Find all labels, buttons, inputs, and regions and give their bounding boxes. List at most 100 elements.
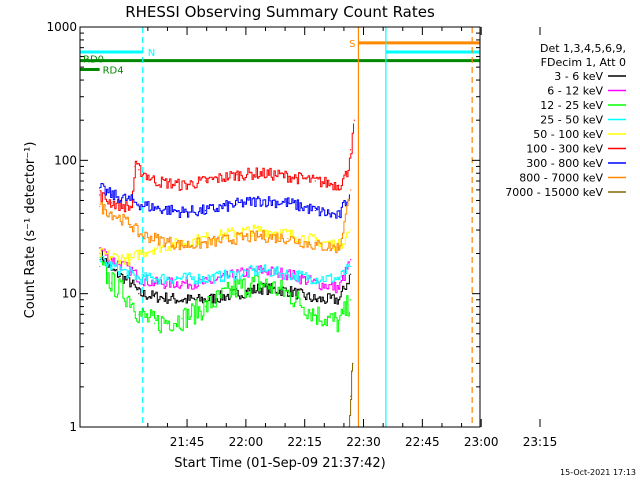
point-800-7000-kev-5 (181, 244, 183, 247)
point-100-300-kev-11 (314, 180, 316, 182)
point-100-300-kev-5 (153, 180, 156, 182)
point-25-50-kev-10 (314, 277, 316, 280)
point-25-50-kev-9 (287, 273, 289, 275)
legend-label-3-6-kev: 3 - 6 keV (554, 70, 603, 83)
point-800-7000-kev-10 (314, 244, 316, 247)
point-25-50-kev-8 (259, 269, 261, 271)
point-25-50-kev-7 (236, 273, 238, 275)
point-25-50-kev-1 (110, 265, 112, 268)
point-50-100-kev-9 (287, 233, 289, 235)
point-300-800-kev-3 (138, 203, 140, 205)
point-6-12-kev-12 (349, 259, 352, 261)
chart-title: RHESSI Observing Summary Count Rates (125, 3, 435, 21)
point-50-100-kev-2 (130, 259, 132, 261)
footer-timestamp: 15-Oct-2021 17:13 (560, 468, 636, 477)
y-axis-ticks: 1 10 100 1000 (46, 20, 480, 434)
point-12-25-kev-10 (314, 313, 316, 315)
point-800-7000-kev-12 (349, 189, 352, 191)
point-50-100-kev-4 (153, 247, 156, 249)
point-25-50-kev-11 (338, 277, 340, 280)
x-tick-label-0: 21:45 (170, 435, 205, 449)
x-tick-label-2: 22:15 (287, 435, 322, 449)
point-800-7000-kev-4 (153, 237, 156, 239)
point-100-300-kev-10 (287, 175, 289, 177)
series-group (99, 119, 356, 428)
point-300-800-kev-5 (181, 211, 183, 213)
legend: Det 1,3,4,5,6,9, FDecim 1, Att 0 3 - 6 k… (505, 42, 626, 199)
point-800-7000-kev-8 (259, 235, 261, 237)
point-12-25-kev-11 (338, 322, 340, 324)
point-50-100-kev-12 (349, 229, 352, 231)
series-25-50-kev (99, 255, 352, 285)
point-3-6-kev-5 (181, 299, 183, 301)
plot-frame (79, 26, 481, 428)
point-12-25-kev-2 (130, 299, 132, 301)
point-7000-15000-kev-2 (351, 371, 353, 373)
point-25-50-kev-2 (130, 273, 132, 275)
point-50-100-kev-3 (138, 252, 140, 255)
point-100-300-kev-3 (134, 165, 136, 168)
point-100-300-kev-9 (259, 172, 261, 174)
series-line-100-300-kev (99, 123, 354, 213)
legend-label-100-300-kev: 100 - 300 keV (526, 143, 603, 156)
point-6-12-kev-0 (99, 247, 101, 249)
point-12-25-kev-5 (181, 318, 183, 320)
point-50-100-kev-6 (204, 237, 207, 239)
legend-title-line-2: FDecim 1, Att 0 (541, 56, 626, 69)
point-100-300-kev-12 (338, 184, 340, 186)
point-50-100-kev-0 (99, 252, 101, 255)
point-300-800-kev-8 (259, 199, 261, 202)
point-12-25-kev-8 (259, 282, 261, 284)
flag-bars (80, 41, 480, 72)
legend-label-6-12-kev: 6 - 12 keV (547, 85, 603, 98)
legend-label-25-50-kev: 25 - 50 keV (540, 114, 603, 127)
point-12-25-kev-0 (99, 265, 101, 268)
series-line-300-800-kev (99, 183, 350, 219)
y-tick-label-1: 10 (62, 287, 77, 301)
point-12-25-kev-9 (287, 293, 289, 295)
legend-label-800-7000-kev: 800 - 7000 keV (519, 172, 603, 185)
point-12-25-kev-4 (153, 322, 156, 324)
point-100-300-kev-6 (181, 184, 183, 186)
point-100-300-kev-15 (353, 119, 356, 121)
flag-label-n: N (148, 48, 155, 59)
legend-title-line-1: Det 1,3,4,5,6,9, (540, 42, 626, 55)
series-line-12-25-kev (99, 257, 350, 334)
point-50-100-kev-8 (259, 229, 261, 231)
point-12-25-kev-1 (110, 282, 112, 284)
series-line-7000-15000-kev (348, 363, 353, 428)
point-6-12-kev-6 (204, 282, 207, 284)
point-800-7000-kev-2 (130, 223, 132, 226)
x-tick-label-1: 22:00 (229, 435, 264, 449)
point-300-800-kev-6 (204, 209, 207, 212)
point-25-50-kev-3 (138, 277, 140, 280)
point-300-800-kev-7 (236, 203, 238, 205)
point-3-6-kev-11 (338, 299, 340, 301)
point-3-6-kev-4 (153, 296, 156, 298)
point-100-300-kev-0 (99, 194, 101, 196)
series-line-50-100-kev (99, 224, 350, 266)
y-axis-label: Count Rate (s⁻¹ detector⁻¹) (23, 142, 38, 319)
y-tick-label-2: 100 (54, 153, 77, 167)
point-800-7000-kev-11 (338, 247, 340, 249)
point-25-50-kev-6 (204, 277, 207, 280)
point-3-6-kev-3 (138, 293, 140, 295)
series-100-300-kev (99, 119, 356, 213)
series-line-25-50-kev (99, 255, 350, 285)
point-300-800-kev-11 (338, 215, 340, 217)
point-50-100-kev-10 (314, 240, 316, 242)
legend-label-50-100-kev: 50 - 100 keV (533, 128, 603, 141)
point-3-6-kev-6 (204, 299, 207, 301)
point-100-300-kev-2 (130, 207, 132, 209)
point-800-7000-kev-6 (204, 242, 207, 244)
point-12-25-kev-3 (138, 313, 140, 315)
vertical-markers (142, 27, 473, 427)
legend-label-7000-15000-kev: 7000 - 15000 keV (505, 186, 603, 199)
point-25-50-kev-0 (99, 259, 101, 261)
point-300-800-kev-10 (314, 209, 316, 212)
point-300-800-kev-4 (153, 207, 156, 209)
point-100-300-kev-1 (110, 202, 112, 204)
x-axis-label: Start Time (01-Sep-09 21:37:42) (174, 456, 385, 471)
